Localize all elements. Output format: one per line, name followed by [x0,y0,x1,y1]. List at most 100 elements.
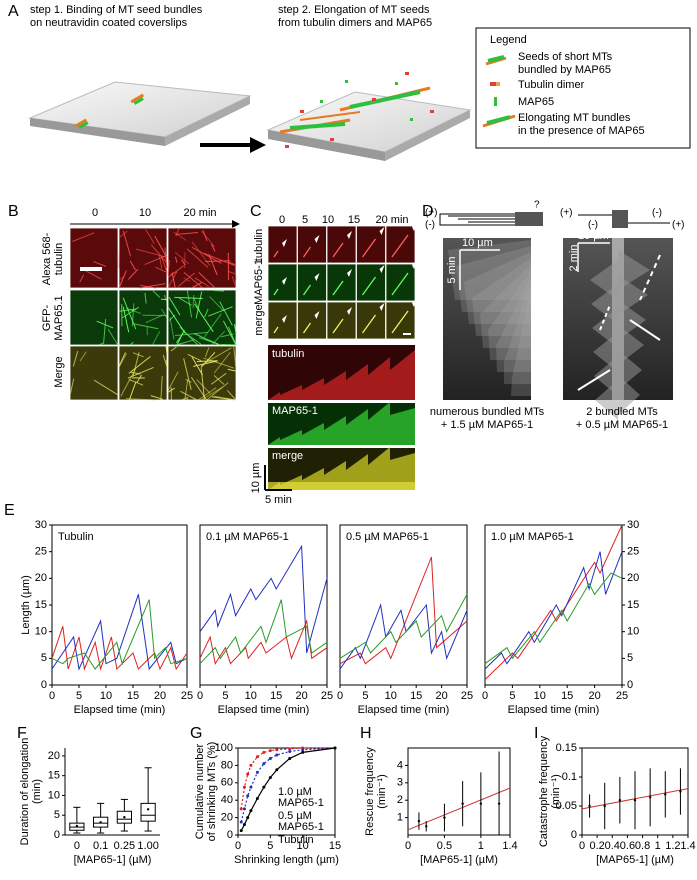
y-tick-label: 30 [627,519,639,531]
legend-text: bundled by MAP65 [518,64,611,76]
filament [183,272,204,289]
data-point [461,802,464,805]
filament [185,379,192,383]
row-label: MAP65.1 [53,295,65,340]
kymo-label: merge [272,450,303,462]
series-line [51,599,188,670]
x-tick-label: 25 [616,690,628,702]
data-point [679,790,682,793]
filament [184,379,189,400]
filament [273,326,279,334]
row-label: tubulin [253,229,265,261]
y-tick-label: 1 [397,812,403,824]
y-tick-label: 25 [35,546,47,558]
filament [219,301,233,326]
caption: + 1.5 µM MAP65-1 [441,419,533,431]
filament [165,346,168,354]
data-point [633,799,637,802]
data-point [618,799,622,802]
arrowhead [282,277,287,285]
legend-text: Tubulin [278,834,314,846]
filament [200,351,216,368]
x-axis-label: Elapsed time (min) [508,704,600,716]
filament [132,352,140,377]
x-axis-label: Elapsed time (min) [74,704,166,716]
x-axis-label: [MAP65-1] (µM) [596,854,674,866]
filament [131,303,135,327]
data-point [275,768,279,772]
y-tick-label: 5 [627,652,633,664]
end-label: (+) [425,208,438,219]
y-tick-label: 100 [215,742,233,754]
y-tick-label: 40 [221,794,233,806]
arrowhead [347,307,352,315]
filament [118,270,127,289]
x-tick-label: 5 [222,690,228,702]
kymo-signal [618,375,640,415]
x-tick-label: 15 [329,840,341,852]
chart-title: 1.0 µM MAP65-1 [491,531,574,543]
data-point [603,804,606,808]
y-axis-label: Duration of elongation [19,738,31,846]
x-tick-label: 10 [534,690,546,702]
filament [177,272,195,287]
seed [515,212,543,226]
filament [187,353,202,362]
filament [175,232,198,235]
legend-box [475,27,691,149]
filament [273,288,279,296]
arrowhead [347,231,352,239]
scale-bar [80,267,102,271]
kymo-signal [618,350,642,390]
filament [211,330,226,346]
y-tick-label: 10 [35,626,47,638]
scale-label: 5 min [446,257,458,284]
micrograph [297,225,327,264]
micrograph [267,263,298,302]
panel-label: G [190,725,202,742]
data-point [239,807,243,811]
filament [302,322,312,334]
data-point [268,756,272,760]
filament [233,346,237,368]
y-tick-label: 3 [397,777,403,789]
arrowhead [314,235,320,243]
data-point [255,755,259,759]
filament [227,270,237,275]
plot-frame [339,524,468,686]
time-label: 0 [92,207,98,219]
data-point [288,749,292,753]
arrowhead [379,303,385,311]
filament [193,333,220,346]
x-tick-label: 1 [478,840,484,852]
y-tick-label: 0 [571,829,577,841]
arrowhead [412,261,417,269]
arrowhead [412,223,417,231]
series-line [339,603,468,670]
filament [136,374,143,383]
data-point [242,823,246,827]
plot-frame [199,524,328,686]
filament [226,390,237,401]
mean [123,816,126,819]
filament [332,318,344,334]
data-point [249,785,253,789]
x-axis-label: Elapsed time (min) [218,704,310,716]
data-point [242,807,246,811]
y-tick-label: 2 [397,794,403,806]
y-tick-label: 10 [48,789,60,801]
chart-title: Tubulin [58,531,94,543]
filament [125,398,156,401]
filament [79,274,85,283]
filament [118,352,126,367]
filament [155,266,168,273]
filament [135,248,168,258]
y-tick-label: 60 [221,777,233,789]
filament [391,310,409,334]
data-point [275,753,279,757]
x-tick-label: 0.8 [635,840,650,852]
arrowhead [314,311,320,319]
x-tick-label: 0 [197,690,203,702]
filament [228,261,237,266]
y-axis-label: (min⁻¹) [376,774,388,809]
